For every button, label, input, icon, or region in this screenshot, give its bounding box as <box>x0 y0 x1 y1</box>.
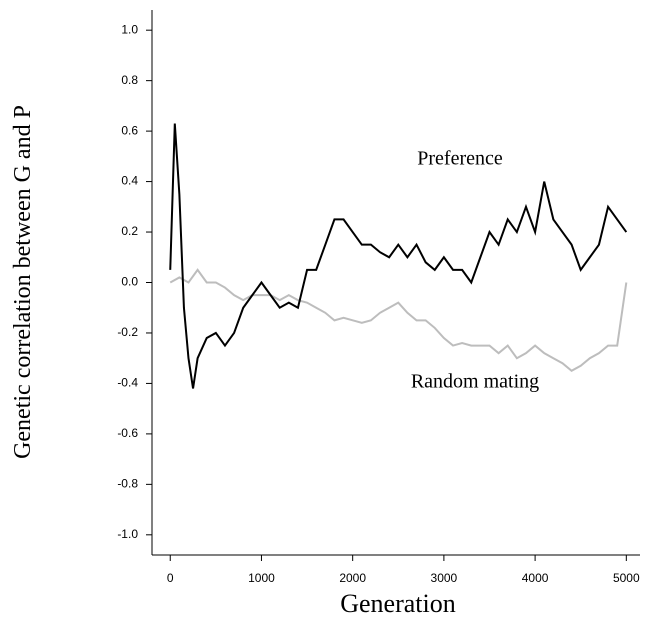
y-tick-label: -0.8 <box>117 477 138 491</box>
x-tick-label: 2000 <box>339 571 366 585</box>
y-tick-label: 0.2 <box>121 224 138 238</box>
x-tick-label: 4000 <box>522 571 549 585</box>
y-tick-label: 1.0 <box>121 22 138 36</box>
y-axis-title: Genetic correlation between G and P <box>10 105 36 459</box>
y-tick-label: -0.6 <box>117 426 138 440</box>
y-tick-label: 0.4 <box>121 174 138 188</box>
series-label: Random mating <box>411 371 539 393</box>
x-tick-label: 3000 <box>431 571 458 585</box>
x-tick-label: 1000 <box>248 571 275 585</box>
y-tick-label: 0.8 <box>121 73 138 87</box>
y-tick-label: -0.2 <box>117 325 138 339</box>
x-tick-label: 0 <box>167 571 174 585</box>
series-label: Preference <box>417 148 503 170</box>
y-tick-label: -0.4 <box>117 376 138 390</box>
y-tick-label: 0.6 <box>121 123 138 137</box>
y-tick-label: -1.0 <box>117 527 138 541</box>
y-tick-label: 0.0 <box>121 275 138 289</box>
x-tick-label: 5000 <box>613 571 640 585</box>
line-series <box>169 268 628 373</box>
x-axis-title: Generation <box>340 589 456 618</box>
line-series <box>169 123 628 389</box>
